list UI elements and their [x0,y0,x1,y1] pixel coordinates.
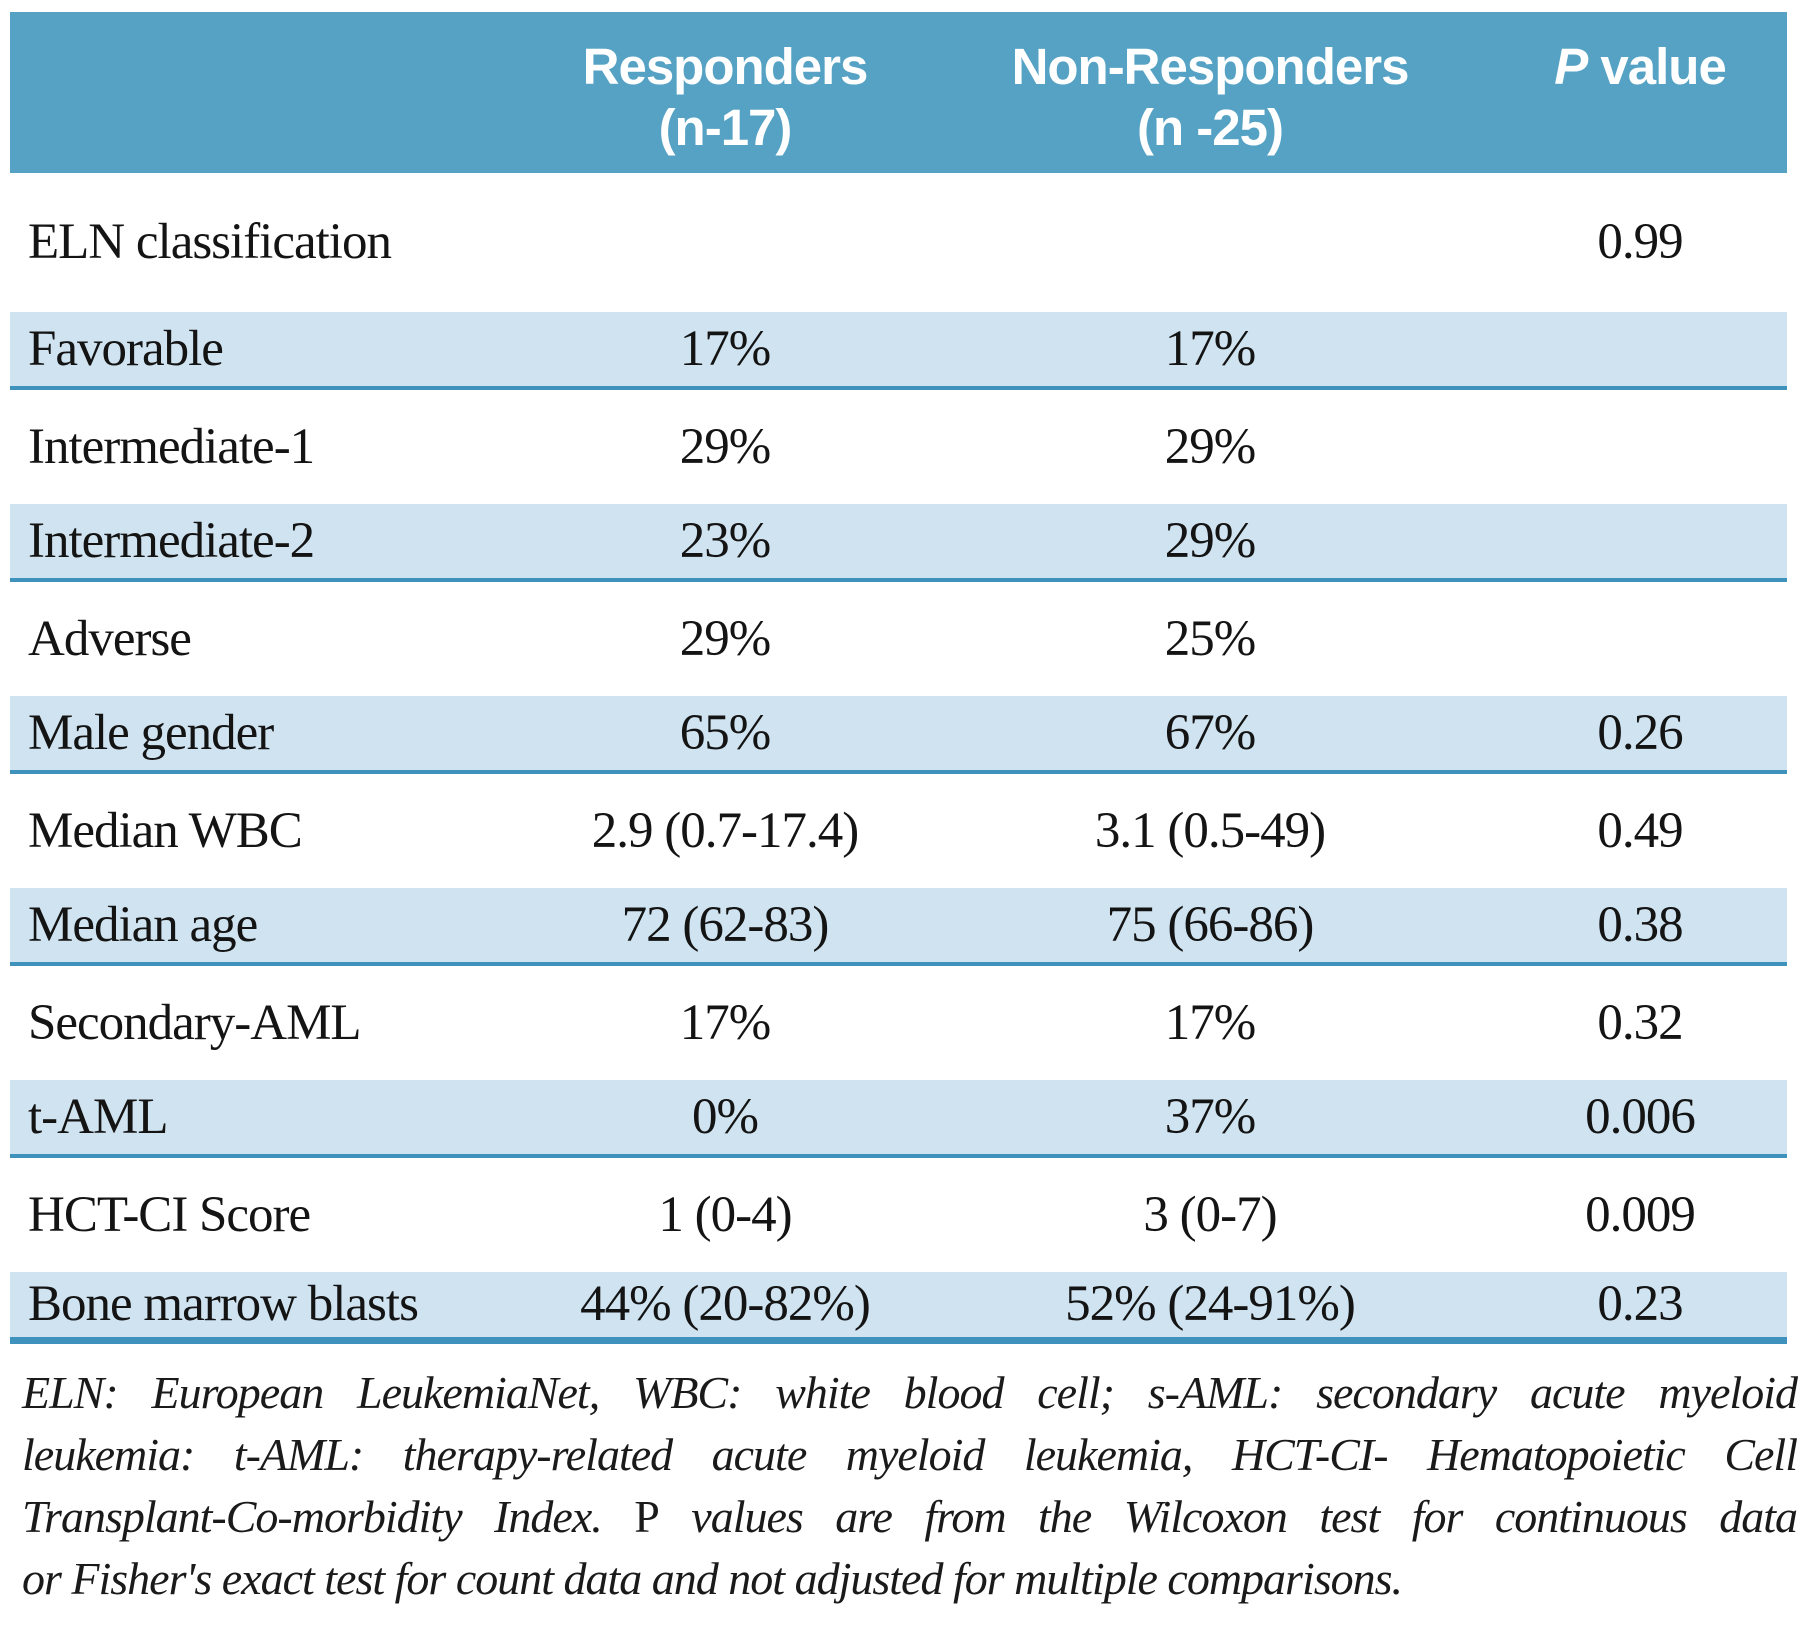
non-responders-value [927,173,1493,312]
row-label: Secondary-AML [10,964,523,1080]
responders-value [523,173,927,312]
p-value: 0.009 [1493,1156,1787,1272]
responders-value: 44% (20-82%) [523,1272,927,1344]
non-responders-value: 37% [927,1080,1493,1158]
non-responders-value: 29% [927,504,1493,582]
table-row: Male gender 65% 67% 0.26 [10,696,1787,774]
p-value: 0.006 [1493,1080,1787,1158]
header-cell-non-responders: Non-Responders (n -25) [927,12,1493,173]
header-non-responders-line1: Non-Responders [1011,38,1410,95]
table-row: ELN classification 0.99 [10,173,1787,312]
p-value [1493,312,1787,390]
p-value: 0.99 [1493,173,1787,312]
non-responders-value: 52% (24-91%) [927,1272,1493,1344]
row-label: Intermediate-2 [10,504,523,582]
p-value-italic-p: P [1554,38,1588,95]
p-value: 0.49 [1493,772,1787,888]
responders-value: 72 (62-83) [523,888,927,966]
non-responders-value: 75 (66-86) [927,888,1493,966]
non-responders-value: 17% [927,312,1493,390]
table-row: Median WBC 2.9 (0.7-17.4) 3.1 (0.5-49) 0.49 [10,772,1787,888]
non-responders-value: 29% [927,388,1493,504]
row-label: HCT-CI Score [10,1156,523,1272]
table-row: Secondary-AML 17% 17% 0.32 [10,964,1787,1080]
table-row: Median age 72 (62-83) 75 (66-86) 0.38 [10,888,1787,966]
row-label: ELN classification [10,173,523,312]
p-value: 0.23 [1493,1272,1787,1344]
header-responders-line1: Responders [582,38,869,95]
row-label: Adverse [10,580,523,696]
footnote-line: ELN: European LeukemiaNet, WBC: white bl… [22,1366,1798,1418]
p-value: 0.38 [1493,888,1787,966]
table-footnote: ELN: European LeukemiaNet, WBC: white bl… [22,1362,1798,1610]
header-non-responders-line2: (n -25) [1137,99,1284,157]
header-cell-p-value: P value [1493,12,1787,173]
row-label: Intermediate-1 [10,388,523,504]
header-row: Responders (n-17) Non-Responders (n -25)… [10,12,1787,173]
table-row: HCT-CI Score 1 (0-4) 3 (0-7) 0.009 [10,1156,1787,1272]
responders-value: 0% [523,1080,927,1158]
responders-value: 65% [523,696,927,774]
footnote-line3-roman-p: P [634,1490,660,1542]
row-label: Favorable [10,312,523,390]
responders-value: 1 (0-4) [523,1156,927,1272]
table-row: Favorable 17% 17% [10,312,1787,390]
row-label: t-AML [10,1080,523,1158]
row-label: Median WBC [10,772,523,888]
p-value-rest: value [1587,38,1726,95]
header-cell-responders: Responders (n-17) [523,12,927,173]
p-value: 0.32 [1493,964,1787,1080]
p-value: 0.26 [1493,696,1787,774]
footnote-line: leukemia: t-AML: therapy-related acute m… [22,1428,1798,1480]
non-responders-value: 17% [927,964,1493,1080]
responders-value: 17% [523,312,927,390]
responders-value: 17% [523,964,927,1080]
footnote-line: or Fisher's exact test for count data an… [22,1552,1403,1604]
non-responders-value: 3.1 (0.5-49) [927,772,1493,888]
p-value [1493,580,1787,696]
responders-value: 29% [523,580,927,696]
footnote-line: Transplant-Co-morbidity Index. P values … [22,1486,1798,1548]
comparison-table-figure: Responders (n-17) Non-Responders (n -25)… [10,12,1798,1610]
responders-value: 23% [523,504,927,582]
p-value [1493,388,1787,504]
row-label: Bone marrow blasts [10,1272,523,1344]
non-responders-value: 3 (0-7) [927,1156,1493,1272]
responders-value: 29% [523,388,927,504]
non-responders-value: 67% [927,696,1493,774]
header-cell-empty [10,12,523,173]
table-row: Intermediate-1 29% 29% [10,388,1787,504]
table-row: Adverse 29% 25% [10,580,1787,696]
table-row: Intermediate-2 23% 29% [10,504,1787,582]
footnote-line3-post: values are from the Wilcoxon test for co… [658,1490,1798,1542]
header-responders-line2: (n-17) [658,99,793,157]
responders-comparison-table: Responders (n-17) Non-Responders (n -25)… [10,12,1787,1344]
non-responders-value: 25% [927,580,1493,696]
table-row: Bone marrow blasts 44% (20-82%) 52% (24-91… [10,1272,1787,1344]
row-label: Male gender [10,696,523,774]
table-row: t-AML 0% 37% 0.006 [10,1080,1787,1158]
responders-value: 2.9 (0.7-17.4) [523,772,927,888]
footnote-line3-pre: Transplant-Co-morbidity Index. [22,1490,635,1542]
p-value [1493,504,1787,582]
row-label: Median age [10,888,523,966]
